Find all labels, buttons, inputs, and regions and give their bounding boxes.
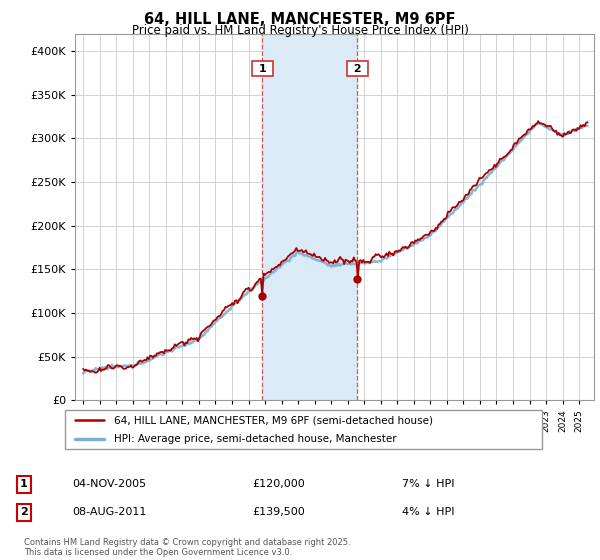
Text: £120,000: £120,000 xyxy=(252,479,305,489)
Bar xyxy=(262,34,358,400)
Text: 64, HILL LANE, MANCHESTER, M9 6PF: 64, HILL LANE, MANCHESTER, M9 6PF xyxy=(144,12,456,27)
Text: £139,500: £139,500 xyxy=(252,507,305,517)
Text: 2: 2 xyxy=(20,507,28,517)
Text: HPI: Average price, semi-detached house, Manchester: HPI: Average price, semi-detached house,… xyxy=(114,435,397,445)
Text: 4% ↓ HPI: 4% ↓ HPI xyxy=(402,507,455,517)
FancyBboxPatch shape xyxy=(65,410,542,449)
Text: Contains HM Land Registry data © Crown copyright and database right 2025.
This d: Contains HM Land Registry data © Crown c… xyxy=(24,538,350,557)
Text: 64, HILL LANE, MANCHESTER, M9 6PF (semi-detached house): 64, HILL LANE, MANCHESTER, M9 6PF (semi-… xyxy=(114,415,433,425)
Text: 1: 1 xyxy=(254,63,270,73)
Text: 04-NOV-2005: 04-NOV-2005 xyxy=(72,479,146,489)
Text: 1: 1 xyxy=(20,479,28,489)
Text: 2: 2 xyxy=(350,63,365,73)
Text: 7% ↓ HPI: 7% ↓ HPI xyxy=(402,479,455,489)
Text: Price paid vs. HM Land Registry's House Price Index (HPI): Price paid vs. HM Land Registry's House … xyxy=(131,24,469,37)
Text: 08-AUG-2011: 08-AUG-2011 xyxy=(72,507,146,517)
